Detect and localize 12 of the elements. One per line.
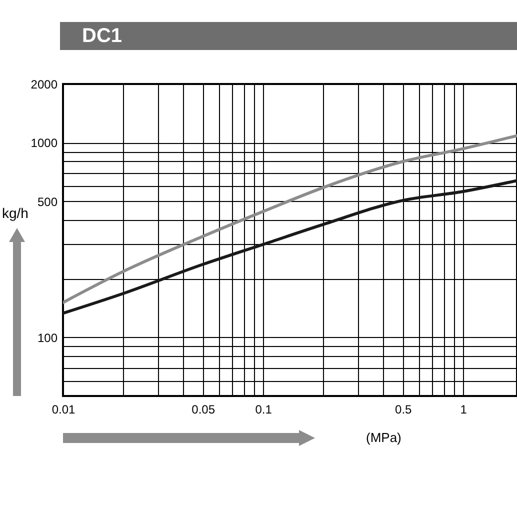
y-tick-label: 1000	[30, 136, 58, 150]
x-tick-label: 1	[460, 402, 468, 416]
x-tick-label: 0.1	[255, 402, 272, 416]
y-tick-label: 500	[37, 194, 58, 209]
x-tick-label: 0.5	[395, 402, 412, 416]
chart-title: DC1	[60, 22, 517, 50]
y-axis-title: kg/h	[2, 205, 28, 221]
x-tick-label: 0.01	[52, 402, 76, 416]
x-axis-title: (MPa)	[366, 430, 402, 445]
y-tick-label: 100	[37, 330, 58, 345]
y-tick-label: 2000	[30, 78, 58, 92]
x-tick-label: 0.05	[192, 402, 216, 416]
